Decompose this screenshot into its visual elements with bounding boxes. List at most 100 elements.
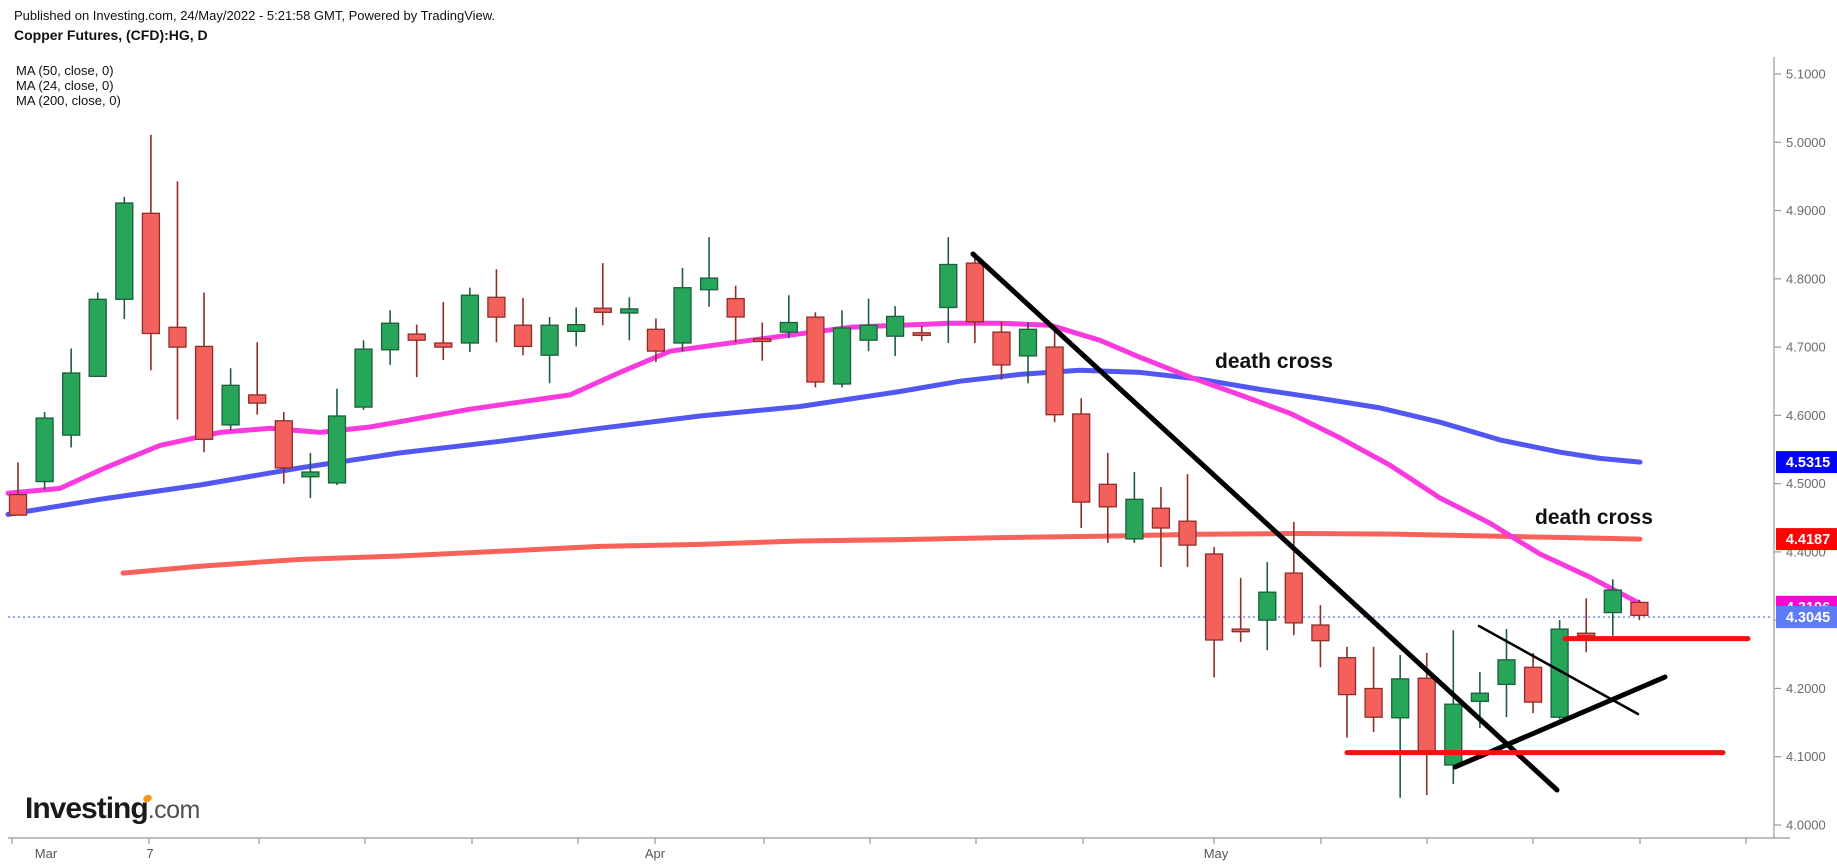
candle-body-down bbox=[168, 326, 187, 348]
candle bbox=[1231, 577, 1250, 643]
candle-body-up bbox=[62, 372, 81, 436]
y-axis-label: 4.0000 bbox=[1786, 818, 1826, 833]
candle bbox=[1098, 452, 1117, 544]
candle bbox=[806, 312, 825, 388]
ma-line-ma24 bbox=[5, 320, 1642, 606]
candle bbox=[1258, 562, 1277, 651]
candle-body-up bbox=[1391, 678, 1410, 719]
candle-body-up bbox=[115, 202, 134, 300]
price-badge: 4.3045 bbox=[1776, 606, 1837, 629]
candle-body-up bbox=[1470, 692, 1490, 703]
candle-body-down bbox=[1204, 553, 1224, 641]
candle bbox=[1603, 579, 1622, 636]
candle bbox=[168, 181, 187, 420]
y-axis-label: 4.5000 bbox=[1786, 476, 1826, 491]
candle bbox=[1018, 322, 1038, 384]
candle bbox=[646, 318, 666, 363]
candle bbox=[115, 196, 134, 320]
candle-body-down bbox=[513, 324, 533, 348]
price-badge: 4.5315 bbox=[1776, 451, 1837, 474]
candle-body-down bbox=[1151, 507, 1171, 529]
y-axis-label: 5.1000 bbox=[1786, 67, 1826, 82]
y-axis-label: 4.8000 bbox=[1786, 271, 1826, 286]
candle bbox=[832, 310, 852, 388]
candle-body-down bbox=[646, 328, 666, 352]
price-badge-rect bbox=[1776, 451, 1837, 474]
candle-body-up bbox=[620, 308, 639, 314]
candle-body-down bbox=[1364, 687, 1383, 718]
candle-body-down bbox=[1045, 346, 1064, 416]
candle bbox=[567, 307, 586, 347]
candle-body-down bbox=[992, 331, 1011, 366]
candle-body-up bbox=[859, 324, 878, 341]
ma50-label: MA (50, close, 0) bbox=[16, 63, 114, 78]
ma24-label: MA (24, close, 0) bbox=[16, 78, 114, 93]
candle bbox=[35, 411, 54, 490]
candle-body-up bbox=[1125, 498, 1144, 540]
candle bbox=[620, 297, 639, 341]
candle-body-down bbox=[248, 394, 267, 404]
logo-suffix: .com bbox=[147, 796, 201, 824]
downtrend-line bbox=[970, 251, 1560, 793]
candle bbox=[8, 462, 28, 516]
y-axis-label: 4.9000 bbox=[1786, 203, 1826, 218]
candle bbox=[354, 340, 373, 410]
candle-body-down bbox=[1523, 666, 1543, 703]
candle-body-down bbox=[487, 296, 506, 318]
candle bbox=[327, 388, 347, 486]
candle-body-up bbox=[380, 322, 400, 351]
candle bbox=[194, 292, 214, 453]
candle bbox=[1311, 605, 1330, 668]
candle-body-down bbox=[1098, 483, 1117, 508]
candle bbox=[1125, 472, 1144, 544]
price-badge: 4.4187 bbox=[1776, 528, 1837, 551]
candle-body-down bbox=[593, 307, 612, 313]
candle-body-up bbox=[35, 417, 54, 483]
price-badge-text: 4.4187 bbox=[1786, 532, 1830, 548]
price-badge-rect bbox=[1776, 528, 1837, 551]
y-axis-label: 5.0000 bbox=[1786, 135, 1826, 150]
candle-body-up bbox=[939, 263, 958, 309]
falling-wedge-line bbox=[1477, 624, 1640, 716]
candle bbox=[1364, 646, 1383, 733]
candle bbox=[753, 322, 772, 361]
candle-body-up bbox=[1550, 628, 1569, 718]
candle-body-down bbox=[726, 297, 745, 318]
candle bbox=[1337, 646, 1357, 738]
candle bbox=[1045, 327, 1064, 423]
candle-body-up bbox=[1603, 589, 1622, 614]
published-line: Published on Investing.com, 24/May/2022 … bbox=[14, 8, 496, 23]
candle-body-down bbox=[1577, 632, 1596, 637]
candle bbox=[1550, 620, 1569, 720]
candle bbox=[965, 255, 985, 343]
ma-line-ma200 bbox=[120, 531, 1643, 576]
candle bbox=[540, 317, 559, 384]
candle bbox=[1523, 652, 1543, 714]
candle-body-down bbox=[1072, 413, 1091, 503]
candle-body-down bbox=[1630, 601, 1649, 617]
candle bbox=[62, 348, 81, 448]
candle bbox=[1497, 629, 1516, 718]
candle bbox=[1391, 655, 1410, 798]
price-badge-text: 4.3045 bbox=[1786, 610, 1830, 626]
candle bbox=[939, 237, 958, 343]
candle-body-down bbox=[1284, 572, 1303, 624]
candle bbox=[88, 292, 107, 378]
candle-body-up bbox=[354, 348, 373, 408]
candle bbox=[699, 237, 719, 307]
x-axis-label: Apr bbox=[645, 846, 666, 861]
candle-body-up bbox=[301, 471, 320, 478]
candle bbox=[1178, 474, 1197, 567]
candle bbox=[1577, 598, 1596, 653]
x-axis-label: Mar bbox=[35, 846, 58, 861]
ma200-label: MA (200, close, 0) bbox=[16, 93, 121, 108]
y-axis-label: 4.6000 bbox=[1786, 408, 1826, 423]
candle bbox=[434, 302, 453, 361]
candle-body-down bbox=[194, 345, 214, 440]
candle-body-up bbox=[88, 298, 107, 378]
candle bbox=[912, 325, 931, 341]
candle bbox=[1151, 487, 1171, 567]
y-axis-label: 4.1000 bbox=[1786, 749, 1826, 764]
